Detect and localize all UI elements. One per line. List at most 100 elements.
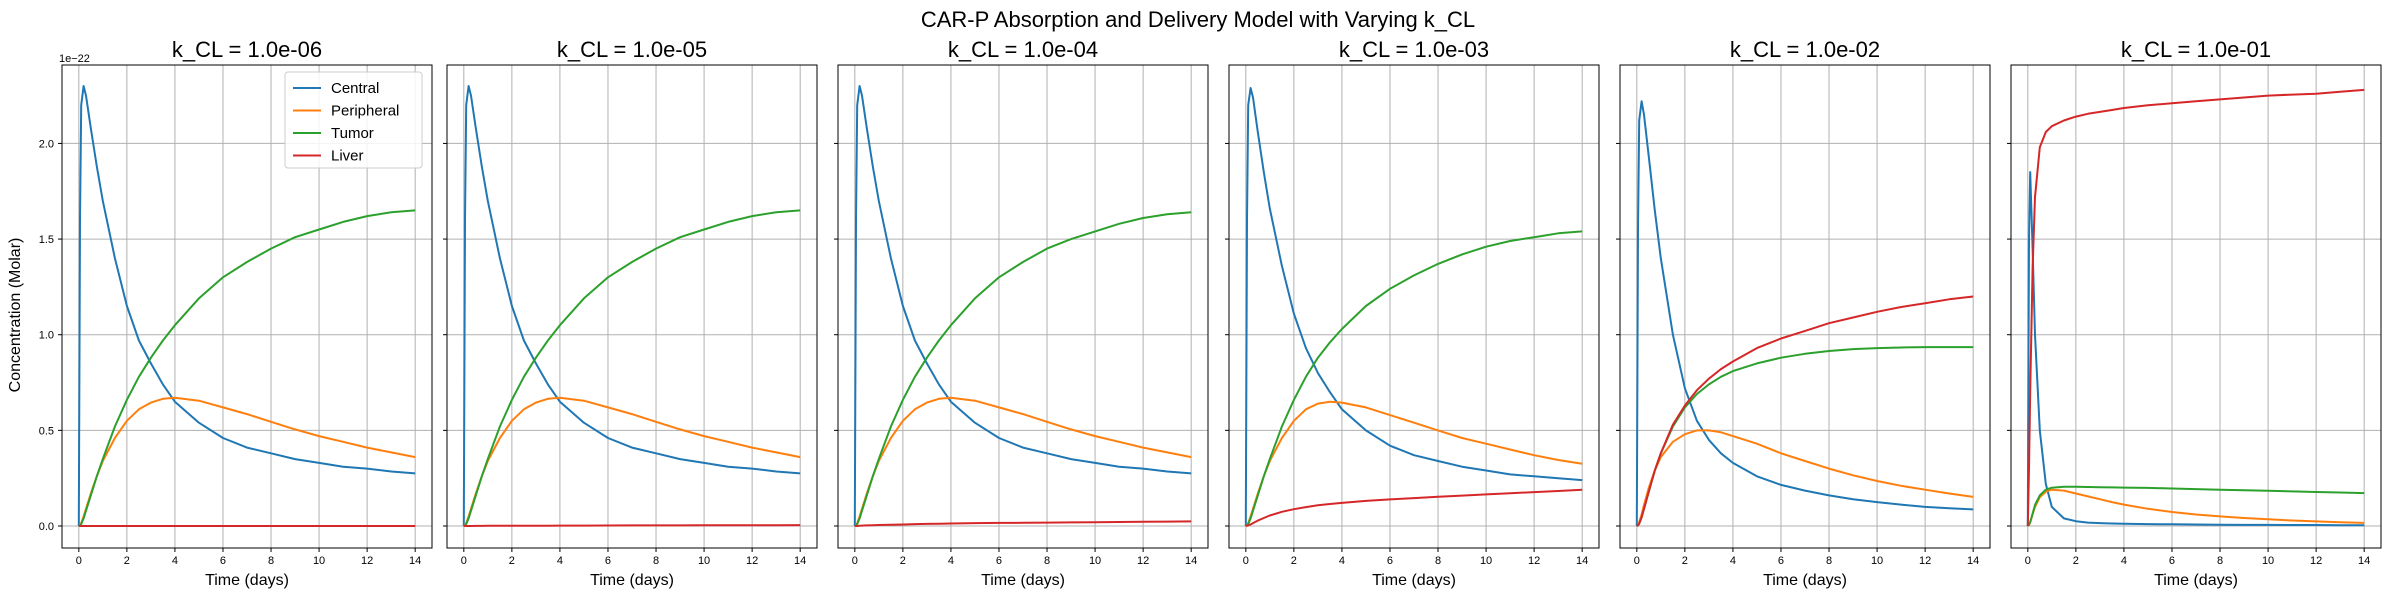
- subplot-2: 0 2 4 6 8 10 12 14 k_CL = 1.0e-05 Time (days): [443, 37, 818, 589]
- x-tick-label: 0: [1243, 555, 1249, 567]
- x-tick-label: 12: [361, 555, 373, 567]
- legend-box: [284, 71, 423, 169]
- x-axis-label: Time (days): [2154, 572, 2238, 589]
- series-line-tumor: [2027, 485, 2365, 527]
- x-tick-label: 10: [2262, 555, 2274, 567]
- x-tick-label: 6: [1387, 555, 1393, 567]
- x-tick-label: 4: [172, 555, 178, 567]
- subplot-title: k_CL = 1.0e-04: [948, 37, 1098, 62]
- x-tick-label: 12: [2310, 555, 2322, 567]
- x-tick-label: 0: [1634, 555, 1640, 567]
- x-tick-label: 4: [948, 555, 954, 567]
- x-tick-label: 10: [1871, 555, 1883, 567]
- series-line-peripheral: [463, 396, 801, 527]
- x-tick-label: 10: [1480, 555, 1492, 567]
- x-tick-label: 14: [1576, 555, 1588, 567]
- axes-frame: [1619, 64, 1991, 549]
- axes-frame: [61, 64, 433, 549]
- subplot-title: k_CL = 1.0e-06: [172, 37, 322, 62]
- x-tick-label: 14: [1185, 555, 1197, 567]
- x-tick-label: 12: [1919, 555, 1931, 567]
- y-tick-label: 0.0: [39, 521, 54, 533]
- x-tick-label: 8: [2217, 555, 2223, 567]
- x-axis-label: Time (days): [205, 572, 289, 589]
- axes-frame: [837, 64, 1209, 549]
- x-tick-label: 8: [1435, 555, 1441, 567]
- x-tick-label: 0: [461, 555, 467, 567]
- series-line-central: [462, 85, 801, 527]
- panels: 0 2 4 6 8 10 12 14 0.0 0.5 1.0 1.5 2.0 k_CL = 1.0e-06…: [39, 37, 2382, 589]
- x-tick-label: 8: [1044, 555, 1050, 567]
- series-line-tumor: [1636, 346, 1974, 527]
- x-tick-label: 12: [1528, 555, 1540, 567]
- y-tick-label: 1.5: [39, 234, 54, 246]
- series-line-peripheral: [1636, 429, 1974, 527]
- series-line-liver: [1245, 488, 1583, 527]
- x-tick-label: 14: [794, 555, 806, 567]
- subplot-3: 0 2 4 6 8 10 12 14 k_CL = 1.0e-04 Time (days): [834, 37, 1209, 589]
- x-axis-label: Time (days): [1763, 572, 1847, 589]
- x-tick-label: 2: [124, 555, 130, 567]
- series-line-central: [853, 85, 1192, 527]
- x-tick-label: 2: [2073, 555, 2079, 567]
- x-tick-label: 10: [698, 555, 710, 567]
- x-tick-label: 6: [996, 555, 1002, 567]
- x-tick-label: 6: [1778, 555, 1784, 567]
- x-tick-label: 12: [1137, 555, 1149, 567]
- x-axis-label: Time (days): [981, 572, 1065, 589]
- x-tick-label: 6: [2169, 555, 2175, 567]
- legend: Central Peripheral Tumor Liver: [284, 71, 423, 169]
- subplot-5: 0 2 4 6 8 10 12 14 k_CL = 1.0e-02 Time (days): [1616, 37, 1991, 589]
- axes-frame: [446, 64, 818, 549]
- x-tick-label: 6: [220, 555, 226, 567]
- subplot-1: 0 2 4 6 8 10 12 14 0.0 0.5 1.0 1.5 2.0 k_CL = 1.0e-06…: [39, 37, 433, 589]
- x-tick-label: 8: [653, 555, 659, 567]
- x-tick-label: 4: [1730, 555, 1736, 567]
- x-tick-label: 14: [409, 555, 421, 567]
- series-line-tumor: [78, 209, 416, 527]
- y-tick-label: 2.0: [39, 138, 54, 150]
- x-tick-label: 4: [2121, 555, 2127, 567]
- y-axis-label: Concentration (Molar): [7, 238, 24, 393]
- y-offset-label: 1e−22: [59, 53, 90, 65]
- series-line-liver: [2026, 88, 2365, 527]
- x-tick-label: 12: [746, 555, 758, 567]
- x-tick-label: 6: [605, 555, 611, 567]
- x-axis-label: Time (days): [590, 572, 674, 589]
- x-tick-label: 4: [557, 555, 563, 567]
- x-tick-label: 2: [1682, 555, 1688, 567]
- legend-label: Peripheral: [331, 103, 399, 120]
- x-axis-label: Time (days): [1372, 572, 1456, 589]
- legend-label: Tumor: [331, 125, 374, 142]
- series-line-central: [2026, 171, 2365, 527]
- x-tick-label: 14: [2358, 555, 2370, 567]
- subplot-4: 0 2 4 6 8 10 12 14 k_CL = 1.0e-03 Time (days): [1225, 37, 1600, 589]
- series-line-central: [1244, 87, 1583, 527]
- series-line-liver: [1636, 295, 1974, 527]
- axes-frame: [2010, 64, 2382, 549]
- legend-label: Liver: [331, 148, 364, 165]
- x-tick-label: 0: [76, 555, 82, 567]
- series-line-tumor: [854, 211, 1192, 527]
- series-line-liver: [463, 524, 801, 527]
- x-tick-label: 14: [1967, 555, 1979, 567]
- subplot-title: k_CL = 1.0e-05: [557, 37, 707, 62]
- subplot-6: 0 2 4 6 8 10 12 14 k_CL = 1.0e-01 Time (days): [2007, 37, 2382, 589]
- y-tick-label: 1.0: [39, 330, 54, 342]
- x-tick-label: 2: [900, 555, 906, 567]
- subplot-title: k_CL = 1.0e-03: [1339, 37, 1489, 62]
- x-tick-label: 8: [1826, 555, 1832, 567]
- series-line-tumor: [463, 209, 801, 527]
- x-tick-label: 0: [852, 555, 858, 567]
- series-line-peripheral: [78, 396, 416, 527]
- x-tick-label: 0: [2025, 555, 2031, 567]
- x-tick-label: 8: [268, 555, 274, 567]
- x-tick-label: 10: [313, 555, 325, 567]
- series-line-tumor: [1245, 230, 1583, 527]
- x-tick-label: 2: [509, 555, 515, 567]
- series-line-central: [77, 85, 416, 527]
- subplot-title: k_CL = 1.0e-02: [1730, 37, 1880, 62]
- subplot-title: k_CL = 1.0e-01: [2121, 37, 2271, 62]
- series-line-peripheral: [1245, 400, 1583, 527]
